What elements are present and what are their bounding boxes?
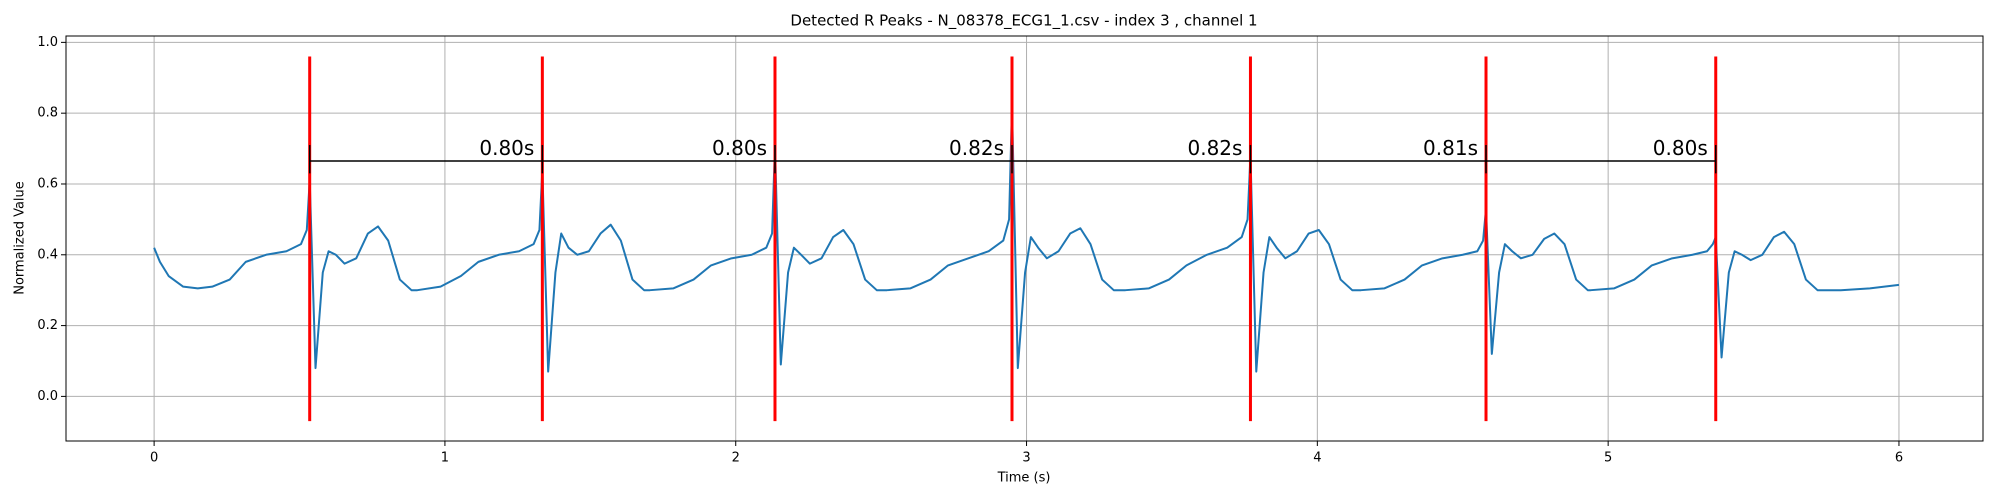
x-tick-label: 4	[1313, 451, 1321, 466]
y-tick-label: 0.2	[37, 318, 58, 333]
rr-interval-label: 0.80s	[712, 136, 767, 160]
x-axis-label: Time (s)	[997, 471, 1051, 486]
x-tick-label: 2	[732, 451, 740, 466]
x-tick-label: 0	[150, 451, 158, 466]
rr-interval-label: 0.80s	[479, 136, 534, 160]
y-tick-label: 0.8	[37, 106, 58, 121]
y-tick-label: 0.4	[37, 247, 58, 262]
y-axis-label: Normalized Value	[13, 181, 28, 295]
x-tick-label: 3	[1022, 451, 1030, 466]
chart-title: Detected R Peaks - N_08378_ECG1_1.csv - …	[790, 12, 1257, 31]
y-tick-label: 0.0	[37, 389, 58, 404]
x-tick-label: 5	[1604, 451, 1612, 466]
x-tick-label: 1	[441, 451, 449, 466]
ecg-line	[153, 105, 1900, 373]
y-tick-label: 0.6	[37, 176, 58, 191]
x-tick-label: 6	[1895, 451, 1903, 466]
rr-interval-label: 0.80s	[1653, 136, 1708, 160]
plot-frame	[65, 35, 1984, 442]
y-tick-label: 1.0	[37, 35, 58, 50]
rr-interval-label: 0.81s	[1423, 136, 1478, 160]
rr-interval-label: 0.82s	[1188, 136, 1243, 160]
rr-interval-label: 0.82s	[949, 136, 1004, 160]
